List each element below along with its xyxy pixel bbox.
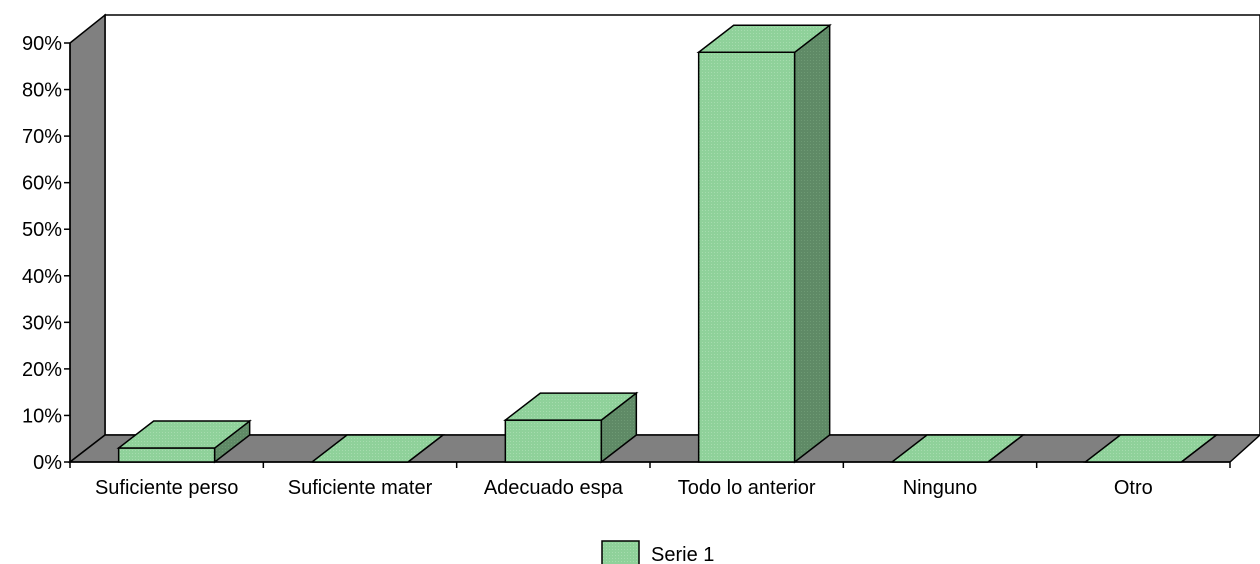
y-tick-label: 60% (22, 173, 62, 195)
bar-top (696, 24, 832, 54)
x-tick-label: Suficiente mater (288, 477, 433, 499)
bar-side (793, 23, 831, 464)
y-tick-label: 0% (33, 452, 62, 474)
y-tick-label: 40% (22, 266, 62, 288)
bar (503, 391, 639, 464)
y-tick-label: 50% (22, 219, 62, 241)
x-tick-label: Adecuado espa (484, 477, 624, 499)
bar (696, 23, 832, 464)
bar (1083, 434, 1219, 463)
bar-front (504, 419, 603, 463)
left-wall (69, 13, 106, 464)
y-axis: 0% 10% 20% 30% 40% 50% 60% 70% 80% 90% (22, 33, 71, 474)
y-tick-label: 80% (22, 80, 62, 102)
floor (67, 434, 1260, 463)
x-axis: Suficiente perso Suficiente mater Adecuado… (69, 461, 1231, 499)
y-tick-label: 70% (22, 126, 62, 148)
y-tick-label: 90% (22, 33, 62, 55)
bar-top (889, 434, 1026, 463)
bar (309, 434, 446, 463)
back-wall (104, 14, 1260, 436)
bar-front (697, 51, 796, 463)
bar-top (116, 420, 252, 449)
bar (116, 419, 252, 464)
x-tick-label: Ninguno (903, 477, 978, 499)
legend-swatch (601, 540, 640, 564)
y-tick-label: 20% (22, 359, 62, 381)
bar-top (1083, 434, 1219, 463)
legend: Serie 1 (601, 540, 714, 564)
bar-top (309, 434, 446, 463)
bar-front (117, 447, 216, 463)
y-tick-label: 10% (22, 405, 62, 427)
x-tick-label: Otro (1114, 477, 1153, 499)
bars (116, 23, 1219, 464)
legend-label: Serie 1 (651, 544, 714, 564)
bar-top (503, 392, 639, 421)
y-tick-label: 30% (22, 312, 62, 334)
x-tick-label: Todo lo anterior (678, 477, 816, 499)
bar (889, 434, 1026, 463)
x-tick-label: Suficiente perso (95, 477, 238, 499)
